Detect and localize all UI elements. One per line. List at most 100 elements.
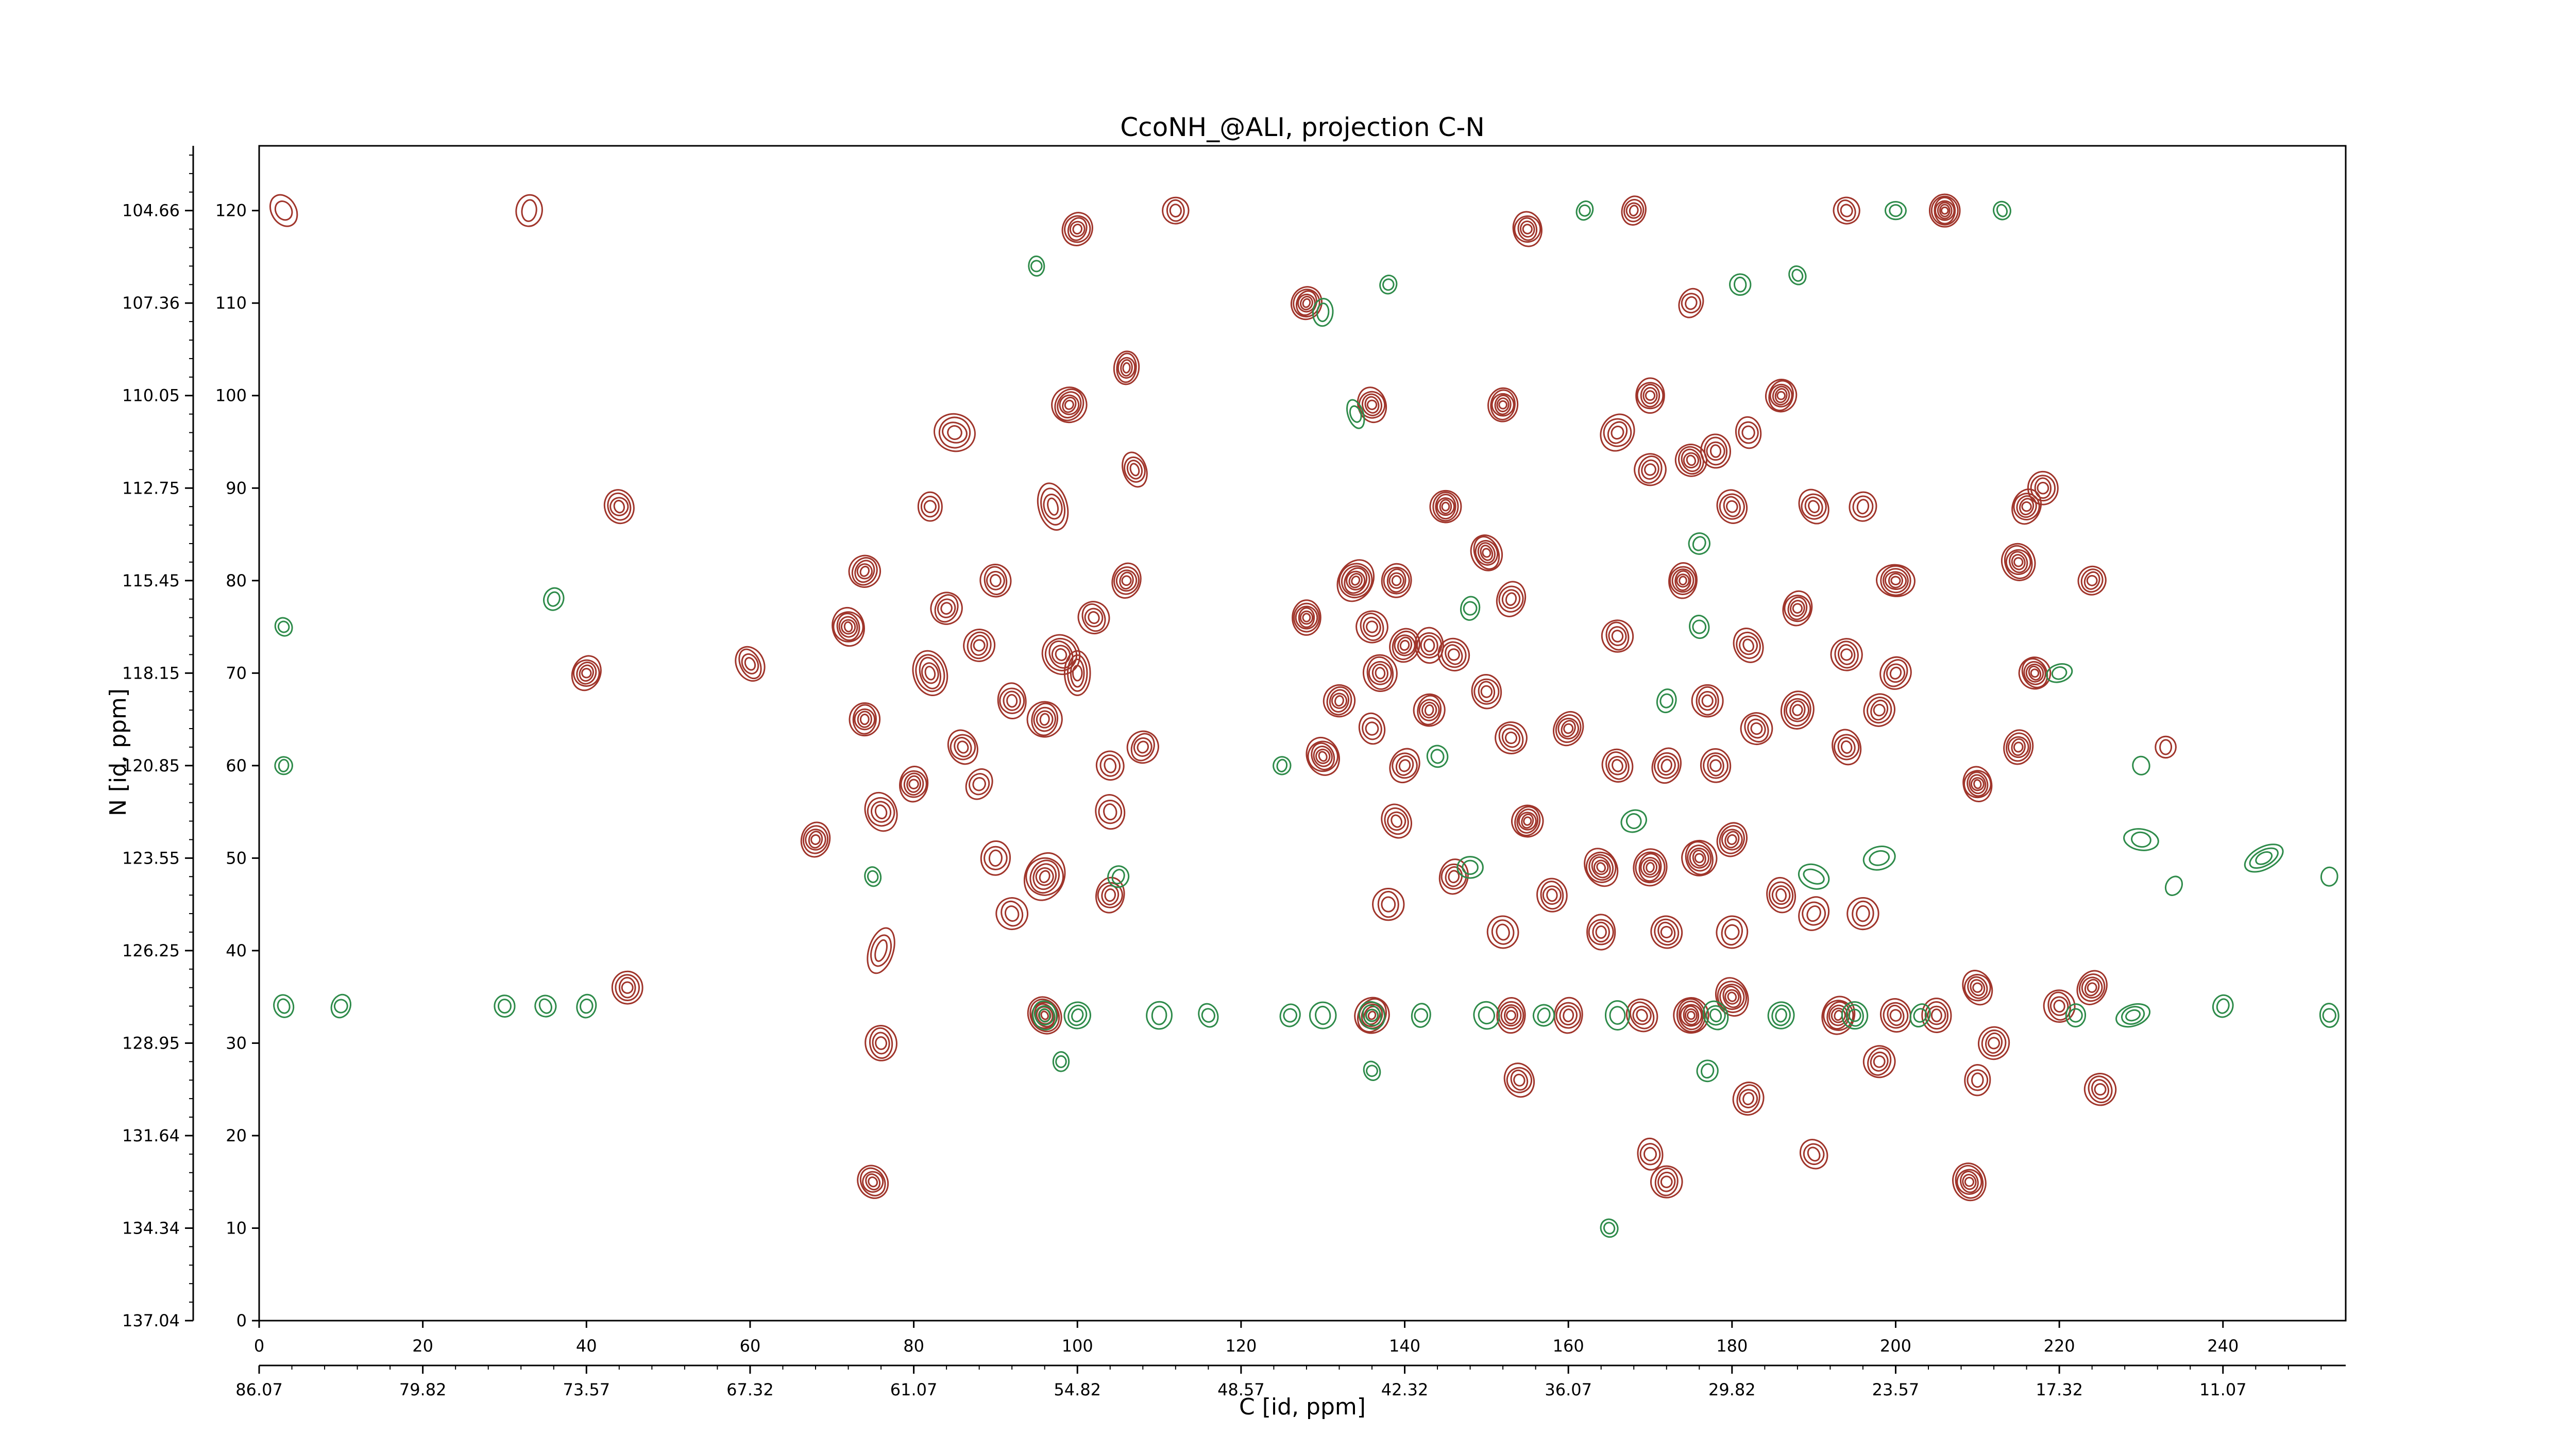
positive-contour-level <box>802 825 829 854</box>
negative-contour-level <box>2244 843 2284 873</box>
positive-contour-level <box>851 557 878 586</box>
positive-contour-level <box>1061 212 1093 246</box>
negative-contour-level <box>1689 615 1710 639</box>
positive-contour-level <box>1591 856 1611 879</box>
negative-contour-level <box>1659 693 1674 708</box>
positive-contour-level <box>1660 925 1673 939</box>
positive-contour-level <box>1650 1165 1683 1199</box>
positive-contour-level <box>2079 973 2106 1002</box>
positive-contour-level <box>1890 576 1901 585</box>
positive-contour-level <box>1768 380 1794 411</box>
positive-peak <box>1389 748 1420 783</box>
positive-contour-level <box>1394 634 1416 656</box>
negative-peak <box>1309 1001 1337 1030</box>
positive-peak <box>1782 590 1813 627</box>
positive-contour-level <box>1381 803 1412 839</box>
positive-contour-level <box>986 570 1005 590</box>
positive-contour-level <box>970 635 988 656</box>
positive-contour-level <box>1638 853 1662 882</box>
positive-contour-level <box>1522 224 1533 234</box>
positive-contour-level <box>1687 1010 1696 1020</box>
negative-peak <box>2065 1003 2087 1027</box>
positive-contour-level <box>1784 595 1811 622</box>
positive-peak <box>1681 839 1718 876</box>
negative-contour-level <box>1309 1001 1337 1030</box>
negative-contour-level <box>1346 399 1365 429</box>
positive-contour-level <box>1414 627 1444 664</box>
positive-contour-level <box>967 631 992 660</box>
positive-contour-level <box>1506 1067 1533 1093</box>
negative-contour-level <box>534 994 557 1018</box>
positive-contour-level <box>1348 572 1363 588</box>
positive-contour-level <box>1561 720 1576 737</box>
positive-contour-level <box>1744 715 1769 743</box>
positive-contour-level <box>1480 685 1493 698</box>
y-index-tick-label: 50 <box>226 848 247 868</box>
positive-contour-level <box>1514 215 1541 243</box>
y-index-tick-label: 70 <box>226 663 247 683</box>
positive-contour-level <box>1639 1143 1661 1166</box>
positive-contour-level <box>1636 1008 1648 1022</box>
positive-contour-level <box>1852 495 1874 518</box>
positive-peak <box>1637 1137 1664 1171</box>
positive-contour-level <box>1719 825 1745 854</box>
positive-peak <box>1063 650 1091 696</box>
positive-contour-level <box>1873 1055 1886 1068</box>
positive-contour-level <box>1769 881 1794 909</box>
positive-contour-level <box>1612 759 1623 772</box>
positive-contour-level <box>1391 814 1403 828</box>
positive-contour-level <box>1799 1139 1828 1170</box>
positive-contour-level <box>1477 542 1496 564</box>
positive-contour-level <box>1962 1174 1977 1190</box>
negative-peak <box>274 756 293 775</box>
positive-contour-level <box>1787 596 1808 620</box>
positive-contour-level <box>1674 444 1707 477</box>
negative-peak <box>2212 994 2234 1018</box>
negative-contour-level <box>1032 1000 1058 1031</box>
x-ppm-tick-label: 17.32 <box>2036 1380 2083 1399</box>
positive-contour-level <box>1491 919 1515 945</box>
positive-contour-level <box>2003 729 2034 765</box>
negative-contour-level <box>497 999 512 1014</box>
y-ppm-tick-label: 128.95 <box>122 1033 180 1053</box>
positive-contour-level <box>1785 698 1809 722</box>
positive-contour-level <box>984 846 1008 870</box>
positive-contour-level <box>1039 713 1050 726</box>
positive-contour-level <box>1546 888 1558 902</box>
positive-contour-level <box>1494 394 1512 415</box>
negative-peak <box>1312 298 1334 327</box>
negative-contour-level <box>1039 1008 1051 1023</box>
positive-contour-level <box>1698 690 1717 711</box>
positive-contour-level <box>800 821 831 858</box>
negative-peak <box>330 993 352 1019</box>
negative-contour-level <box>1316 302 1330 323</box>
negative-peak <box>534 994 557 1018</box>
positive-contour-level <box>1807 1146 1821 1162</box>
positive-contour-level <box>1967 1069 1989 1091</box>
positive-contour-level <box>1633 848 1668 887</box>
negative-contour-level <box>273 994 295 1018</box>
negative-contour-level <box>1913 1008 1927 1023</box>
positive-contour-level <box>1366 620 1378 633</box>
positive-contour-level <box>1969 774 1987 795</box>
positive-contour-level <box>857 1165 889 1199</box>
positive-contour-level <box>1137 740 1149 754</box>
positive-contour-level <box>1683 1005 1700 1025</box>
positive-contour-level <box>1640 857 1660 878</box>
negative-contour-level <box>1775 1008 1787 1023</box>
positive-contour-level <box>1557 717 1580 740</box>
positive-contour-level <box>1927 1005 1946 1025</box>
positive-peak <box>1732 1082 1765 1116</box>
positive-peak <box>1846 897 1879 931</box>
positive-contour-level <box>1117 357 1136 379</box>
positive-contour-level <box>1482 548 1492 558</box>
positive-peak <box>1470 534 1503 571</box>
positive-contour-level <box>571 655 602 691</box>
positive-contour-level <box>1162 196 1190 225</box>
negative-contour-level <box>1349 405 1362 423</box>
positive-contour-level <box>1006 694 1018 708</box>
positive-peak <box>1381 803 1412 839</box>
positive-contour-level <box>1657 755 1676 776</box>
positive-contour-level <box>856 563 873 580</box>
positive-contour-level <box>1120 359 1133 377</box>
